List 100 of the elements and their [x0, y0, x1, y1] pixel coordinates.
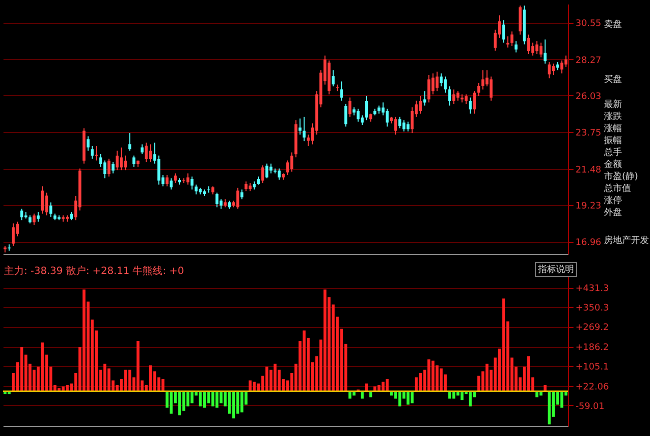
bar: [203, 391, 206, 408]
bar: [544, 384, 547, 392]
bar: [527, 356, 530, 392]
bar: [432, 360, 434, 392]
candlestick: [340, 80, 344, 102]
candlestick: [240, 188, 244, 200]
candlestick: [244, 180, 248, 192]
candlestick: [552, 63, 555, 76]
y-tick-label: 28.27: [576, 56, 602, 66]
y-tick-label: 30.55: [576, 19, 602, 30]
candlestick: [190, 176, 194, 190]
candlestick: [120, 147, 123, 171]
candlestick: [360, 114, 364, 126]
candlestick: [544, 38, 547, 64]
candlestick: [448, 86, 452, 106]
bar: [419, 372, 422, 392]
candlestick: [261, 164, 264, 184]
candlestick: [456, 90, 460, 102]
bar: [149, 365, 152, 392]
bar: [232, 391, 236, 418]
candlestick: [149, 144, 152, 163]
text: 房地产开发: [604, 236, 649, 246]
text: 金额: [604, 160, 622, 170]
annotation: 主力: -38.39 散户: +28.11 牛熊线: +0: [4, 264, 184, 278]
text: 卖盘: [604, 20, 622, 30]
bar: [365, 384, 368, 392]
candlestick: [298, 118, 302, 136]
candlestick: [86, 136, 90, 152]
candlestick: [41, 186, 44, 214]
text: 涨跌: [604, 112, 622, 122]
y-tick-label: +186.2: [576, 343, 609, 354]
bar: [468, 391, 472, 406]
candlestick: [20, 208, 24, 221]
text: 指标说明: [535, 262, 577, 277]
candlestick: [423, 90, 426, 106]
bar: [82, 289, 86, 392]
candlestick: [510, 30, 514, 46]
candlestick: [140, 144, 144, 154]
bar: [324, 289, 326, 392]
text: 振幅: [604, 136, 622, 146]
candlestick: [12, 222, 15, 246]
candlestick: [107, 158, 110, 178]
candlestick: [356, 108, 360, 122]
bar: [548, 391, 551, 424]
bar: [406, 391, 410, 405]
bar: [136, 341, 140, 392]
y-tick-label: +269.2: [576, 323, 609, 334]
candlestick: [286, 160, 290, 176]
y-tick-label: 26.03: [576, 92, 602, 102]
candlestick: [535, 40, 538, 54]
y-tick-label: 19.23: [576, 202, 602, 212]
bar: [502, 298, 506, 392]
bar: [265, 366, 268, 392]
y-tick-label: +431.3: [576, 284, 609, 294]
candlestick: [174, 172, 177, 184]
y-tick-label: +22.06: [576, 382, 610, 392]
candlestick: [419, 95, 422, 114]
candlestick: [531, 42, 534, 56]
bar: [248, 380, 252, 392]
bar: [378, 384, 380, 392]
bar: [66, 384, 69, 392]
y-tick-label: 16.96: [576, 238, 602, 248]
y-tick-label: -59.01: [576, 402, 605, 412]
candlestick: [490, 76, 493, 102]
y-tick-label: 23.75: [576, 128, 602, 139]
candlestick: [302, 116, 306, 142]
candlestick: [436, 71, 439, 92]
candlestick: [144, 142, 148, 163]
bar: [274, 364, 277, 392]
candlestick: [124, 155, 128, 171]
bar: [302, 330, 306, 392]
bar: [20, 347, 24, 392]
candlestick: [481, 70, 484, 90]
candlestick: [540, 42, 542, 58]
text: 涨幅: [604, 124, 622, 134]
y-tick-label: +105.1: [576, 362, 609, 372]
candlestick: [365, 95, 368, 121]
text: 总手: [604, 148, 622, 158]
bar: [252, 382, 256, 392]
candlestick: [45, 192, 48, 216]
candlestick: [564, 55, 568, 68]
text: 市盈(静): [604, 172, 638, 182]
bar: [486, 364, 488, 392]
candlestick: [514, 40, 518, 53]
text: 最新: [604, 100, 622, 110]
bar: [161, 378, 164, 392]
bar: [427, 359, 430, 392]
candlestick: [477, 82, 480, 96]
candlestick: [112, 162, 115, 174]
bar: [190, 391, 194, 404]
candlestick: [502, 20, 506, 44]
bar: [240, 391, 244, 412]
bar: [382, 382, 385, 392]
text: 涨停: [604, 196, 622, 206]
y-tick-label: 21.48: [576, 165, 602, 176]
bar: [41, 342, 44, 392]
bar: [216, 391, 218, 408]
candlestick: [444, 76, 447, 94]
bar: [414, 377, 418, 392]
text: 外盘: [604, 208, 622, 218]
